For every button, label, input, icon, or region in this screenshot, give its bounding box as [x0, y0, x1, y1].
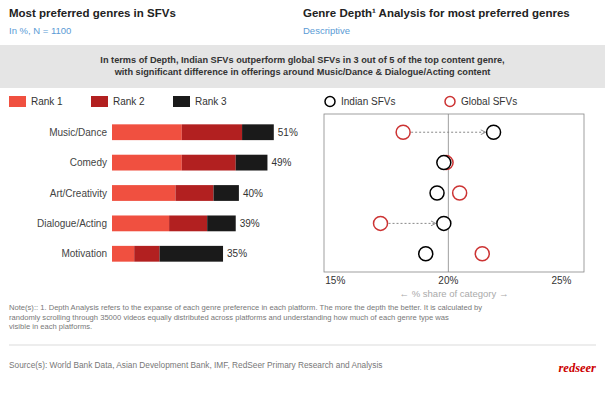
axis-label: ← % share of category → [400, 288, 509, 299]
insight: In terms of Depth, Indian SFVs outperfor… [100, 55, 504, 77]
category-label: Motivation [61, 248, 107, 259]
category-label: Art/Creativity [50, 188, 107, 199]
bar-segment [236, 155, 268, 171]
total-label: 40% [243, 188, 263, 199]
legend-item: Rank 3 [173, 96, 227, 107]
category-label: Dialogue/Acting [37, 218, 107, 229]
separator [9, 345, 596, 346]
brand: redseer [559, 361, 597, 375]
point [419, 247, 433, 261]
point [437, 216, 451, 230]
point [475, 247, 489, 261]
point [437, 156, 451, 170]
title: Most preferred genres in SFVs [9, 7, 176, 19]
total-label: 35% [227, 248, 247, 259]
bar-segment [112, 185, 175, 201]
legend-label: Rank 2 [113, 96, 145, 107]
bar-segment [112, 246, 134, 262]
title: Genre Depth¹ Analysis for most preferred… [303, 7, 570, 19]
legend-marker [445, 97, 455, 107]
category-label: Music/Dance [49, 127, 107, 138]
note: Note(s):: 1. Depth Analysis refers to th… [9, 303, 482, 331]
plot-frame [324, 114, 584, 272]
legend-marker [325, 97, 335, 107]
point [396, 125, 410, 139]
legend-label: Global SFVs [461, 96, 517, 107]
arrow [411, 132, 485, 133]
legend-item: Rank 1 [9, 96, 63, 107]
chart-root: Most preferred genres in SFVs In %, N = 1… [0, 0, 605, 393]
insight-banner [0, 45, 605, 88]
bar-plot [112, 124, 274, 261]
category-label: Comedy [70, 157, 107, 168]
bar-segment [175, 185, 213, 201]
legend-item: Indian SFVs [325, 96, 395, 107]
total-label: 49% [271, 157, 291, 168]
point [430, 186, 444, 200]
legend-item: Global SFVs [445, 96, 517, 107]
bar-segment [160, 246, 223, 262]
point [453, 186, 467, 200]
source: Source(s): World Bank Data, Asian Develo… [9, 360, 382, 370]
bar-segment [112, 215, 169, 231]
bar-segment [134, 246, 159, 262]
legend-item: Rank 2 [91, 96, 145, 107]
total-label: 39% [240, 218, 260, 229]
bar-segment [182, 124, 242, 140]
total-label: 51% [278, 127, 298, 138]
bar-segment [182, 155, 236, 171]
legend-label: Rank 3 [195, 96, 227, 107]
legend-label: Rank 1 [31, 96, 63, 107]
tick-label: 25% [551, 275, 571, 286]
legend-swatch [173, 96, 190, 107]
bar-segment [242, 124, 274, 140]
arrow [389, 223, 436, 224]
tick-label: 15% [325, 275, 345, 286]
reference-line [448, 114, 449, 272]
subtitle: Descriptive [303, 25, 350, 36]
bar-segment [112, 155, 182, 171]
point [487, 125, 501, 139]
subtitle: In %, N = 1100 [9, 25, 71, 36]
legend-swatch [9, 96, 26, 107]
scatter-plot [374, 114, 501, 272]
bar-segment [112, 124, 182, 140]
legend-label: Indian SFVs [341, 96, 395, 107]
bar-segment [207, 215, 236, 231]
legend-swatch [91, 96, 108, 107]
tick-label: 20% [438, 275, 458, 286]
bar-segment [214, 185, 239, 201]
bar-segment [169, 215, 207, 231]
point [374, 216, 388, 230]
